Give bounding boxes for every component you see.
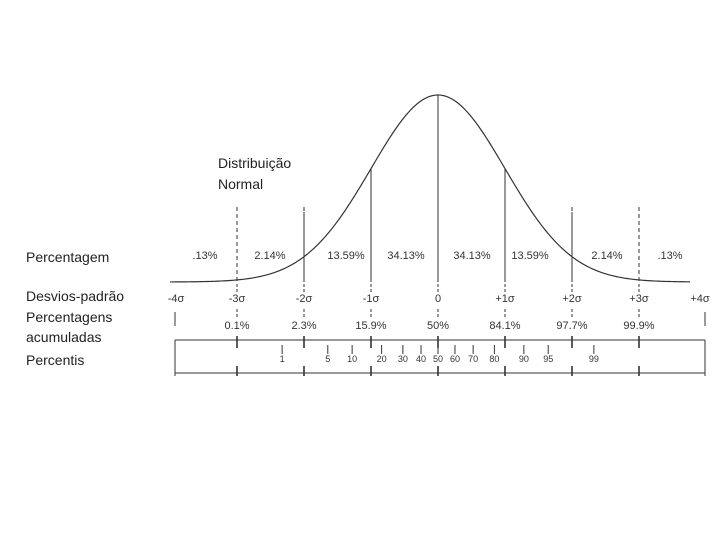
band-percentage: 2.14% [591, 250, 622, 262]
curve-title-line-2: Normal [218, 176, 264, 192]
cumulative-label: 2.3% [291, 320, 316, 332]
percentile-label: 90 [519, 354, 529, 364]
sigma-tick-label: -2σ [296, 293, 313, 305]
percentile-label: 95 [543, 354, 553, 364]
percentile-label: 50 [433, 354, 443, 364]
sigma-tick-label: +3σ [629, 293, 649, 305]
row-label-percentagem: Percentagem [26, 249, 110, 265]
row-label-percentagens: Percentagens [26, 309, 113, 325]
band-percentage: 13.59% [511, 250, 549, 262]
band-percentage: 34.13% [387, 250, 425, 262]
row-label-acumuladas: acumuladas [26, 329, 102, 345]
percentile-label: 60 [450, 354, 460, 364]
percentile-label: 99 [589, 354, 599, 364]
cumulative-label: 84.1% [489, 320, 520, 332]
sigma-tick-label: -1σ [363, 293, 380, 305]
sigma-tick-label: +1σ [495, 293, 515, 305]
curve-title-line-1: Distribuição [218, 155, 292, 171]
band-percentage: 13.59% [327, 250, 365, 262]
percentile-label: 10 [347, 354, 357, 364]
sigma-tick-label: 0 [435, 293, 441, 305]
percentile-label: 70 [468, 354, 478, 364]
percentile-label: 40 [416, 354, 426, 364]
cumulative-label: 99.9% [623, 320, 654, 332]
row-label-desvios-padrao: Desvios-padrão [26, 288, 125, 304]
cumulative-label: 50% [427, 320, 449, 332]
percentile-label: 5 [325, 354, 330, 364]
sigma-tick-label: -4σ [168, 293, 185, 305]
band-percentage: 2.14% [254, 250, 285, 262]
band-percentage: 34.13% [453, 250, 491, 262]
percentile-label: 1 [280, 354, 285, 364]
sigma-tick-label: -3σ [229, 293, 246, 305]
percentile-label: 80 [489, 354, 499, 364]
normal-curve [169, 94, 691, 283]
sigma-tick-label: +4σ [690, 293, 710, 305]
percentile-label: 20 [377, 354, 387, 364]
row-label-percentis: Percentis [26, 352, 85, 368]
cumulative-label: 0.1% [224, 320, 249, 332]
percentile-label: 30 [398, 354, 408, 364]
cumulative-label: 97.7% [556, 320, 587, 332]
cumulative-label: 15.9% [355, 320, 386, 332]
sigma-tick-label: +2σ [562, 293, 582, 305]
band-percentage: .13% [192, 250, 217, 262]
band-percentage: .13% [657, 250, 682, 262]
